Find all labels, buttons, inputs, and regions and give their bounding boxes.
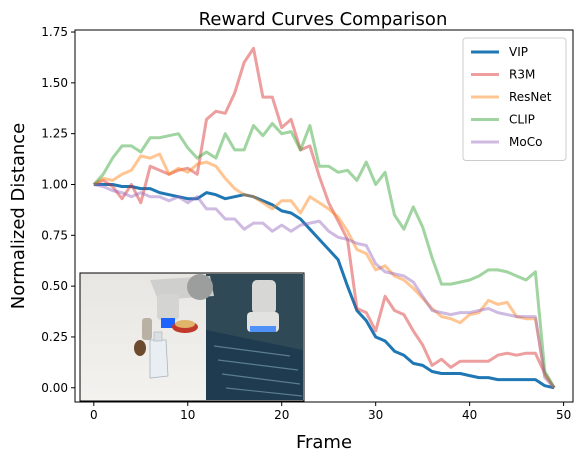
x-tick-label: 40 — [462, 408, 477, 422]
series-line-moco — [93, 183, 556, 389]
legend-label-clip: CLIP — [509, 113, 535, 127]
plot-frame — [74, 29, 574, 403]
x-tick-label: 30 — [368, 408, 383, 422]
y-axis: 0.00 0.25 0.50 0.75 1.00 1.25 1.50 1.75 — [41, 25, 75, 395]
x-tick-label: 10 — [180, 408, 195, 422]
x-tick-label: 50 — [556, 408, 571, 422]
legend-label-resnet: ResNet — [509, 90, 552, 104]
y-tick-label: 1.25 — [41, 127, 68, 141]
legend-label-vip: VIP — [509, 45, 528, 59]
x-tick-label: 0 — [90, 408, 98, 422]
legend-label-r3m: R3M — [509, 68, 535, 82]
y-tick-label: 1.75 — [41, 25, 68, 39]
y-tick-label: 0.00 — [41, 381, 68, 395]
inset-image — [79, 272, 305, 402]
series-line-resnet — [92, 152, 556, 389]
y-tick-label: 0.75 — [41, 228, 68, 242]
legend-box — [462, 37, 567, 161]
x-axis: 0 10 20 30 40 50 — [90, 402, 571, 422]
series-line-vip — [93, 183, 555, 390]
x-tick-label: 20 — [274, 408, 289, 422]
y-axis-label: Normalized Distance — [8, 123, 29, 310]
y-tick-label: 1.50 — [41, 76, 68, 90]
legend: VIP R3M ResNet CLIP MoCo — [462, 37, 567, 161]
y-tick-label: 0.50 — [41, 279, 68, 293]
legend-label-moco: MoCo — [509, 135, 542, 149]
y-tick-label: 0.25 — [41, 330, 68, 344]
x-axis-label: Frame — [296, 432, 352, 453]
y-tick-label: 1.00 — [41, 177, 68, 191]
chart-title: Reward Curves Comparison — [199, 9, 448, 30]
series-layer — [92, 46, 556, 390]
series-line-clip — [92, 122, 556, 389]
series-line-r3m — [93, 46, 556, 389]
